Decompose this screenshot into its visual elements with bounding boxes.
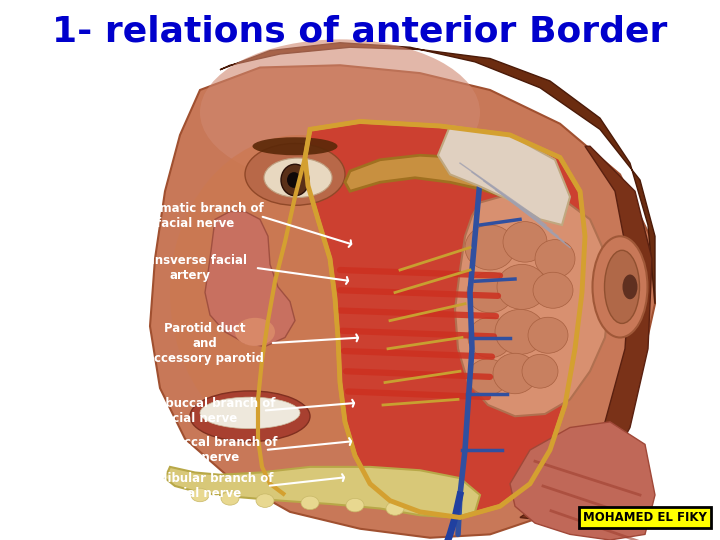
Polygon shape xyxy=(520,146,652,519)
Ellipse shape xyxy=(287,172,301,188)
Ellipse shape xyxy=(528,317,568,353)
Ellipse shape xyxy=(253,137,338,156)
Ellipse shape xyxy=(200,39,480,186)
Ellipse shape xyxy=(256,494,274,508)
Ellipse shape xyxy=(301,496,319,510)
Ellipse shape xyxy=(245,144,345,205)
Ellipse shape xyxy=(221,491,239,505)
Polygon shape xyxy=(165,467,480,517)
Polygon shape xyxy=(455,191,610,416)
Ellipse shape xyxy=(281,164,309,195)
Polygon shape xyxy=(150,65,655,538)
Text: Parotid duct
and
accessory parotid: Parotid duct and accessory parotid xyxy=(146,322,264,364)
Ellipse shape xyxy=(191,488,209,502)
Ellipse shape xyxy=(200,397,300,429)
Ellipse shape xyxy=(170,135,430,450)
Ellipse shape xyxy=(497,265,547,309)
Ellipse shape xyxy=(468,317,512,357)
Ellipse shape xyxy=(235,318,275,346)
Ellipse shape xyxy=(605,251,639,323)
Ellipse shape xyxy=(493,353,537,394)
Polygon shape xyxy=(510,422,655,540)
Text: Transverse facial
artery: Transverse facial artery xyxy=(133,254,246,282)
Text: Upper buccal branch of
facial nerve: Upper buccal branch of facial nerve xyxy=(121,396,275,424)
Ellipse shape xyxy=(623,274,637,299)
Text: 1- relations of anterior Border: 1- relations of anterior Border xyxy=(53,15,667,49)
Polygon shape xyxy=(220,43,655,303)
Ellipse shape xyxy=(522,354,558,388)
Ellipse shape xyxy=(468,359,508,395)
Ellipse shape xyxy=(593,237,647,338)
Polygon shape xyxy=(205,212,295,347)
Ellipse shape xyxy=(346,498,364,512)
Ellipse shape xyxy=(495,309,545,354)
Polygon shape xyxy=(305,122,585,517)
Ellipse shape xyxy=(465,225,515,270)
Ellipse shape xyxy=(386,502,404,515)
Ellipse shape xyxy=(503,221,547,262)
Polygon shape xyxy=(345,156,510,197)
Ellipse shape xyxy=(535,240,575,278)
Text: Zygomatic branch of
facial nerve: Zygomatic branch of facial nerve xyxy=(127,202,264,230)
Ellipse shape xyxy=(190,391,310,442)
Ellipse shape xyxy=(467,272,513,313)
Text: Mandibular branch of
facial nerve: Mandibular branch of facial nerve xyxy=(131,472,274,500)
Polygon shape xyxy=(438,126,570,225)
Text: Lower buccal branch of
facial nerve: Lower buccal branch of facial nerve xyxy=(122,436,277,464)
Ellipse shape xyxy=(264,158,332,198)
Ellipse shape xyxy=(533,272,573,308)
Text: MOHAMED EL FIKY: MOHAMED EL FIKY xyxy=(583,511,707,524)
